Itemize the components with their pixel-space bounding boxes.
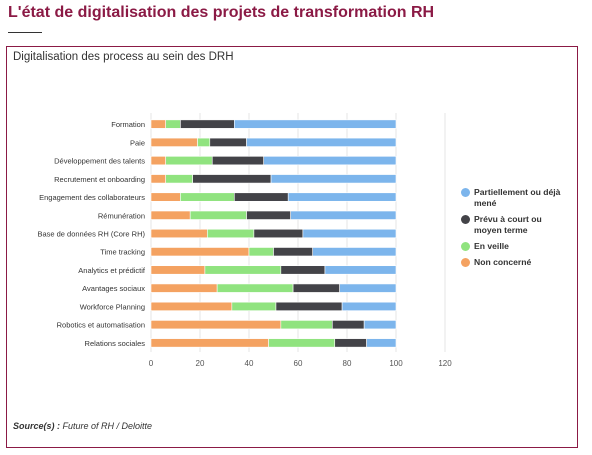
category-label: Robotics et automatisation (57, 321, 145, 330)
stacked-bar-chart: 0 20 40 60 80 100 120 Formation Paie Développemen… (37, 113, 452, 368)
x-tick-label: 0 (149, 359, 154, 368)
x-tick-label: 100 (389, 359, 403, 368)
bar-segment (150, 119, 166, 129)
category-label: Engagement des collaborateurs (39, 193, 145, 202)
bar-segment (339, 283, 397, 293)
bar-segment (312, 247, 397, 257)
x-tick-label: 20 (196, 359, 205, 368)
legend-item[interactable]: Partiellement ou déjà mené (461, 187, 571, 209)
bar-segment (273, 247, 314, 257)
legend-marker-icon (461, 258, 470, 267)
bar-segment (334, 338, 367, 348)
bar-segment (363, 320, 397, 330)
category-label: Développement des talents (54, 157, 145, 166)
category-label: Formation (111, 120, 145, 129)
bar-segment (150, 174, 166, 184)
bar-segment (292, 283, 340, 293)
bar-segment (165, 119, 181, 129)
bar-segment (150, 156, 166, 166)
source-note: Source(s) : Future of RH / Deloitte (13, 421, 152, 431)
bar-segment (150, 301, 233, 311)
x-tick-label: 40 (245, 359, 254, 368)
bar-segment (180, 192, 235, 202)
bar-segment (165, 156, 213, 166)
bar-segment (150, 247, 250, 257)
source-label: Source(s) : (13, 421, 61, 431)
bar-segment (263, 156, 397, 166)
bar-segment (231, 301, 277, 311)
bar-segment (234, 119, 397, 129)
bar-segment (270, 174, 397, 184)
bar-segment (197, 137, 211, 147)
bar-segment (216, 283, 294, 293)
category-label: Base de données RH (Core RH) (37, 230, 145, 239)
bar-segment (150, 265, 206, 275)
bar-segment (268, 338, 336, 348)
legend-item[interactable]: Non concerné (461, 257, 571, 268)
bar-segment (341, 301, 397, 311)
chart-legend: Partiellement ou déjà mené Prévu à court … (461, 187, 571, 273)
legend-marker-icon (461, 242, 470, 251)
bar-segment (366, 338, 397, 348)
bar-segment (302, 228, 397, 239)
bar-segment (324, 265, 397, 275)
bar-segment (150, 338, 269, 348)
category-label: Recrutement et onboarding (54, 175, 145, 184)
bar-segment (207, 228, 255, 239)
page-title: L'état de digitalisation des projets de … (8, 4, 435, 21)
category-label: Avantages sociaux (82, 284, 145, 293)
chart-title: Digitalisation des process au sein des D… (13, 51, 234, 63)
legend-item[interactable]: En veille (461, 241, 571, 252)
bar-segment (209, 137, 247, 147)
bar-segment (248, 247, 274, 257)
bar-segment (287, 192, 397, 202)
category-label: Paie (130, 138, 145, 147)
bar-segment (150, 228, 208, 239)
bar-segment (234, 192, 289, 202)
x-tick-label: 120 (438, 359, 452, 368)
legend-label: Non concerné (474, 257, 532, 267)
bar-segment (180, 119, 235, 129)
bar-segment (253, 228, 304, 239)
category-label: Rémunération (98, 211, 145, 220)
x-tick-label: 80 (343, 359, 352, 368)
legend-marker-icon (461, 215, 470, 224)
bar-segment (211, 156, 265, 166)
bar-segment (150, 283, 218, 293)
chart-container: Digitalisation des process au sein des D… (6, 46, 578, 448)
bar-segment (192, 174, 272, 184)
legend-marker-icon (461, 188, 470, 197)
bar-segment (150, 137, 198, 147)
bar-segment (165, 174, 193, 184)
legend-label: Partiellement ou déjà mené (474, 187, 561, 208)
legend-label: En veille (474, 241, 509, 251)
bar-segment (246, 137, 397, 147)
bar-segment (280, 265, 326, 275)
bar-segment (150, 210, 191, 220)
category-label: Relations sociales (85, 339, 146, 348)
bar-segment (150, 320, 282, 330)
bar-segment (275, 301, 343, 311)
x-tick-label: 60 (294, 359, 303, 368)
bar-segment (150, 192, 181, 202)
category-label: Analytics et prédictif (78, 266, 146, 275)
legend-item[interactable]: Prévu à court ou moyen terme (461, 214, 571, 236)
bar-segment (189, 210, 247, 220)
bar-segment (331, 320, 365, 330)
bar-segment (204, 265, 282, 275)
title-underline (8, 32, 42, 33)
bar-segment (290, 210, 397, 220)
category-label: Workforce Planning (80, 302, 145, 311)
source-value: Future of RH / Deloitte (62, 421, 153, 431)
category-label: Time tracking (100, 248, 145, 257)
legend-label: Prévu à court ou moyen terme (474, 214, 542, 235)
bar-segment (280, 320, 333, 330)
bar-segment (246, 210, 291, 220)
